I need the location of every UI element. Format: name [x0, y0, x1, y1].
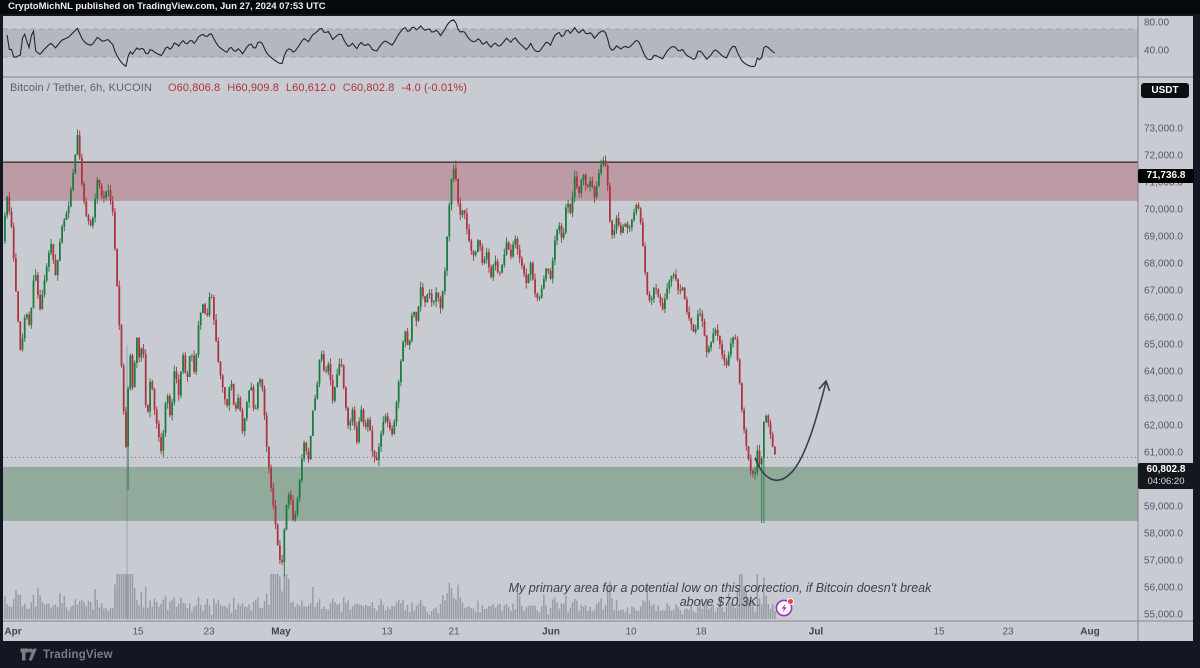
ohlc-value: 60,612.0: [292, 82, 336, 94]
currency-badge: USDT: [1141, 83, 1189, 98]
time-tick-label: Apr: [4, 627, 21, 638]
price-tick-label: 57,000.0: [1144, 556, 1183, 567]
ohlc-value: 60,802.8: [350, 82, 395, 94]
resistance-price-label: 71,736.8: [1138, 169, 1194, 184]
ohlc-letter: L: [285, 82, 293, 94]
annotation-text: My primary area for a potential low on t…: [508, 581, 932, 609]
time-tick-label: 23: [1002, 627, 1014, 638]
pane-backgrounds: [3, 16, 1193, 641]
footer-bar: TradingView: [0, 641, 1200, 668]
tradingview-brand[interactable]: TradingView: [43, 648, 113, 661]
time-tick-label: 15: [132, 627, 144, 638]
notification-dot: [787, 598, 794, 605]
price-tick-label: 68,000.0: [1144, 259, 1183, 270]
price-tick-label: 58,000.0: [1144, 529, 1183, 540]
oscillator-line: [6, 19, 776, 68]
oscillator-pane[interactable]: [3, 19, 1138, 68]
time-tick-label: Aug: [1080, 627, 1099, 638]
tradingview-logo-icon[interactable]: [20, 648, 37, 661]
ohlc-value: 60,806.8: [176, 82, 221, 94]
price-tick-label: 73,000.0: [1144, 124, 1183, 135]
chart-canvas[interactable]: 73,000.072,000.071,000.070,000.069,000.0…: [0, 14, 1200, 641]
time-axis[interactable]: Apr 15 23 May 13 21 Jun 10 18 Jul 15 23 Aug: [4, 627, 1099, 638]
ohlc-value: 60,909.8: [235, 82, 279, 94]
price-tick-label: 56,000.0: [1144, 583, 1183, 594]
bar-countdown: 04:06:20: [1147, 476, 1185, 488]
time-tick-label: 21: [448, 627, 460, 638]
price-tick-label: 55,000.0: [1144, 610, 1183, 621]
volume-layer: [4, 574, 776, 619]
ohlc-letter: C: [342, 82, 351, 94]
time-tick-label: 13: [381, 627, 393, 638]
price-tick-label: 72,000.0: [1144, 151, 1183, 162]
time-tick-label: 15: [933, 627, 945, 638]
drawn-arrow[interactable]: [754, 379, 831, 481]
publish-info-bar: CryptoMichNL published on TradingView.co…: [0, 0, 1200, 14]
publish-info-text: CryptoMichNL published on TradingView.co…: [8, 1, 326, 12]
candles-layer[interactable]: [4, 129, 776, 577]
last-price-value: 60,802.8: [1146, 464, 1186, 476]
price-tick-label: 61,000.0: [1144, 448, 1183, 459]
price-axis[interactable]: 73,000.072,000.071,000.070,000.069,000.0…: [1144, 18, 1183, 621]
time-tick-label: Jul: [809, 627, 824, 638]
time-tick-label: May: [271, 627, 291, 638]
time-tick-label: 10: [625, 627, 637, 638]
change-value: -4.0 (-0.01%): [401, 82, 467, 94]
price-tick-label: 67,000.0: [1144, 286, 1183, 297]
pane-separators: [3, 16, 1193, 641]
price-tick-label: 62,000.0: [1144, 421, 1183, 432]
lightning-idea-icon[interactable]: [775, 598, 794, 617]
price-tick-label: 69,000.0: [1144, 232, 1183, 243]
ohlc-values: O60,806.8 H60,909.8 L60,612.0 C60,802.8: [161, 82, 394, 94]
price-tick-label: 63,000.0: [1144, 394, 1183, 405]
resistance-zone[interactable]: [3, 162, 1138, 201]
ohlc-letter: O: [168, 82, 177, 94]
ohlc-letter: H: [227, 82, 236, 94]
support-zone[interactable]: [3, 466, 1138, 521]
time-tick-label: Jun: [542, 627, 560, 638]
last-price-label: 60,802.8 04:06:20: [1138, 463, 1194, 490]
symbol-title[interactable]: Bitcoin / Tether, 6h, KUCOIN: [10, 82, 152, 94]
price-tick-label: 65,000.0: [1144, 340, 1183, 351]
price-tick-label: 66,000.0: [1144, 313, 1183, 324]
price-tick-label: 70,000.0: [1144, 205, 1183, 216]
chart-container[interactable]: 73,000.072,000.071,000.070,000.069,000.0…: [0, 14, 1200, 641]
time-tick-label: 23: [203, 627, 215, 638]
oscillator-tick-label: 40.00: [1144, 46, 1169, 57]
price-tick-label: 64,000.0: [1144, 367, 1183, 378]
price-zones: [3, 161, 1138, 619]
price-tick-label: 59,000.0: [1144, 502, 1183, 513]
symbol-legend[interactable]: Bitcoin / Tether, 6h, KUCOIN O60,806.8 H60…: [10, 82, 467, 94]
oscillator-tick-label: 80.00: [1144, 18, 1169, 29]
time-tick-label: 18: [695, 627, 707, 638]
